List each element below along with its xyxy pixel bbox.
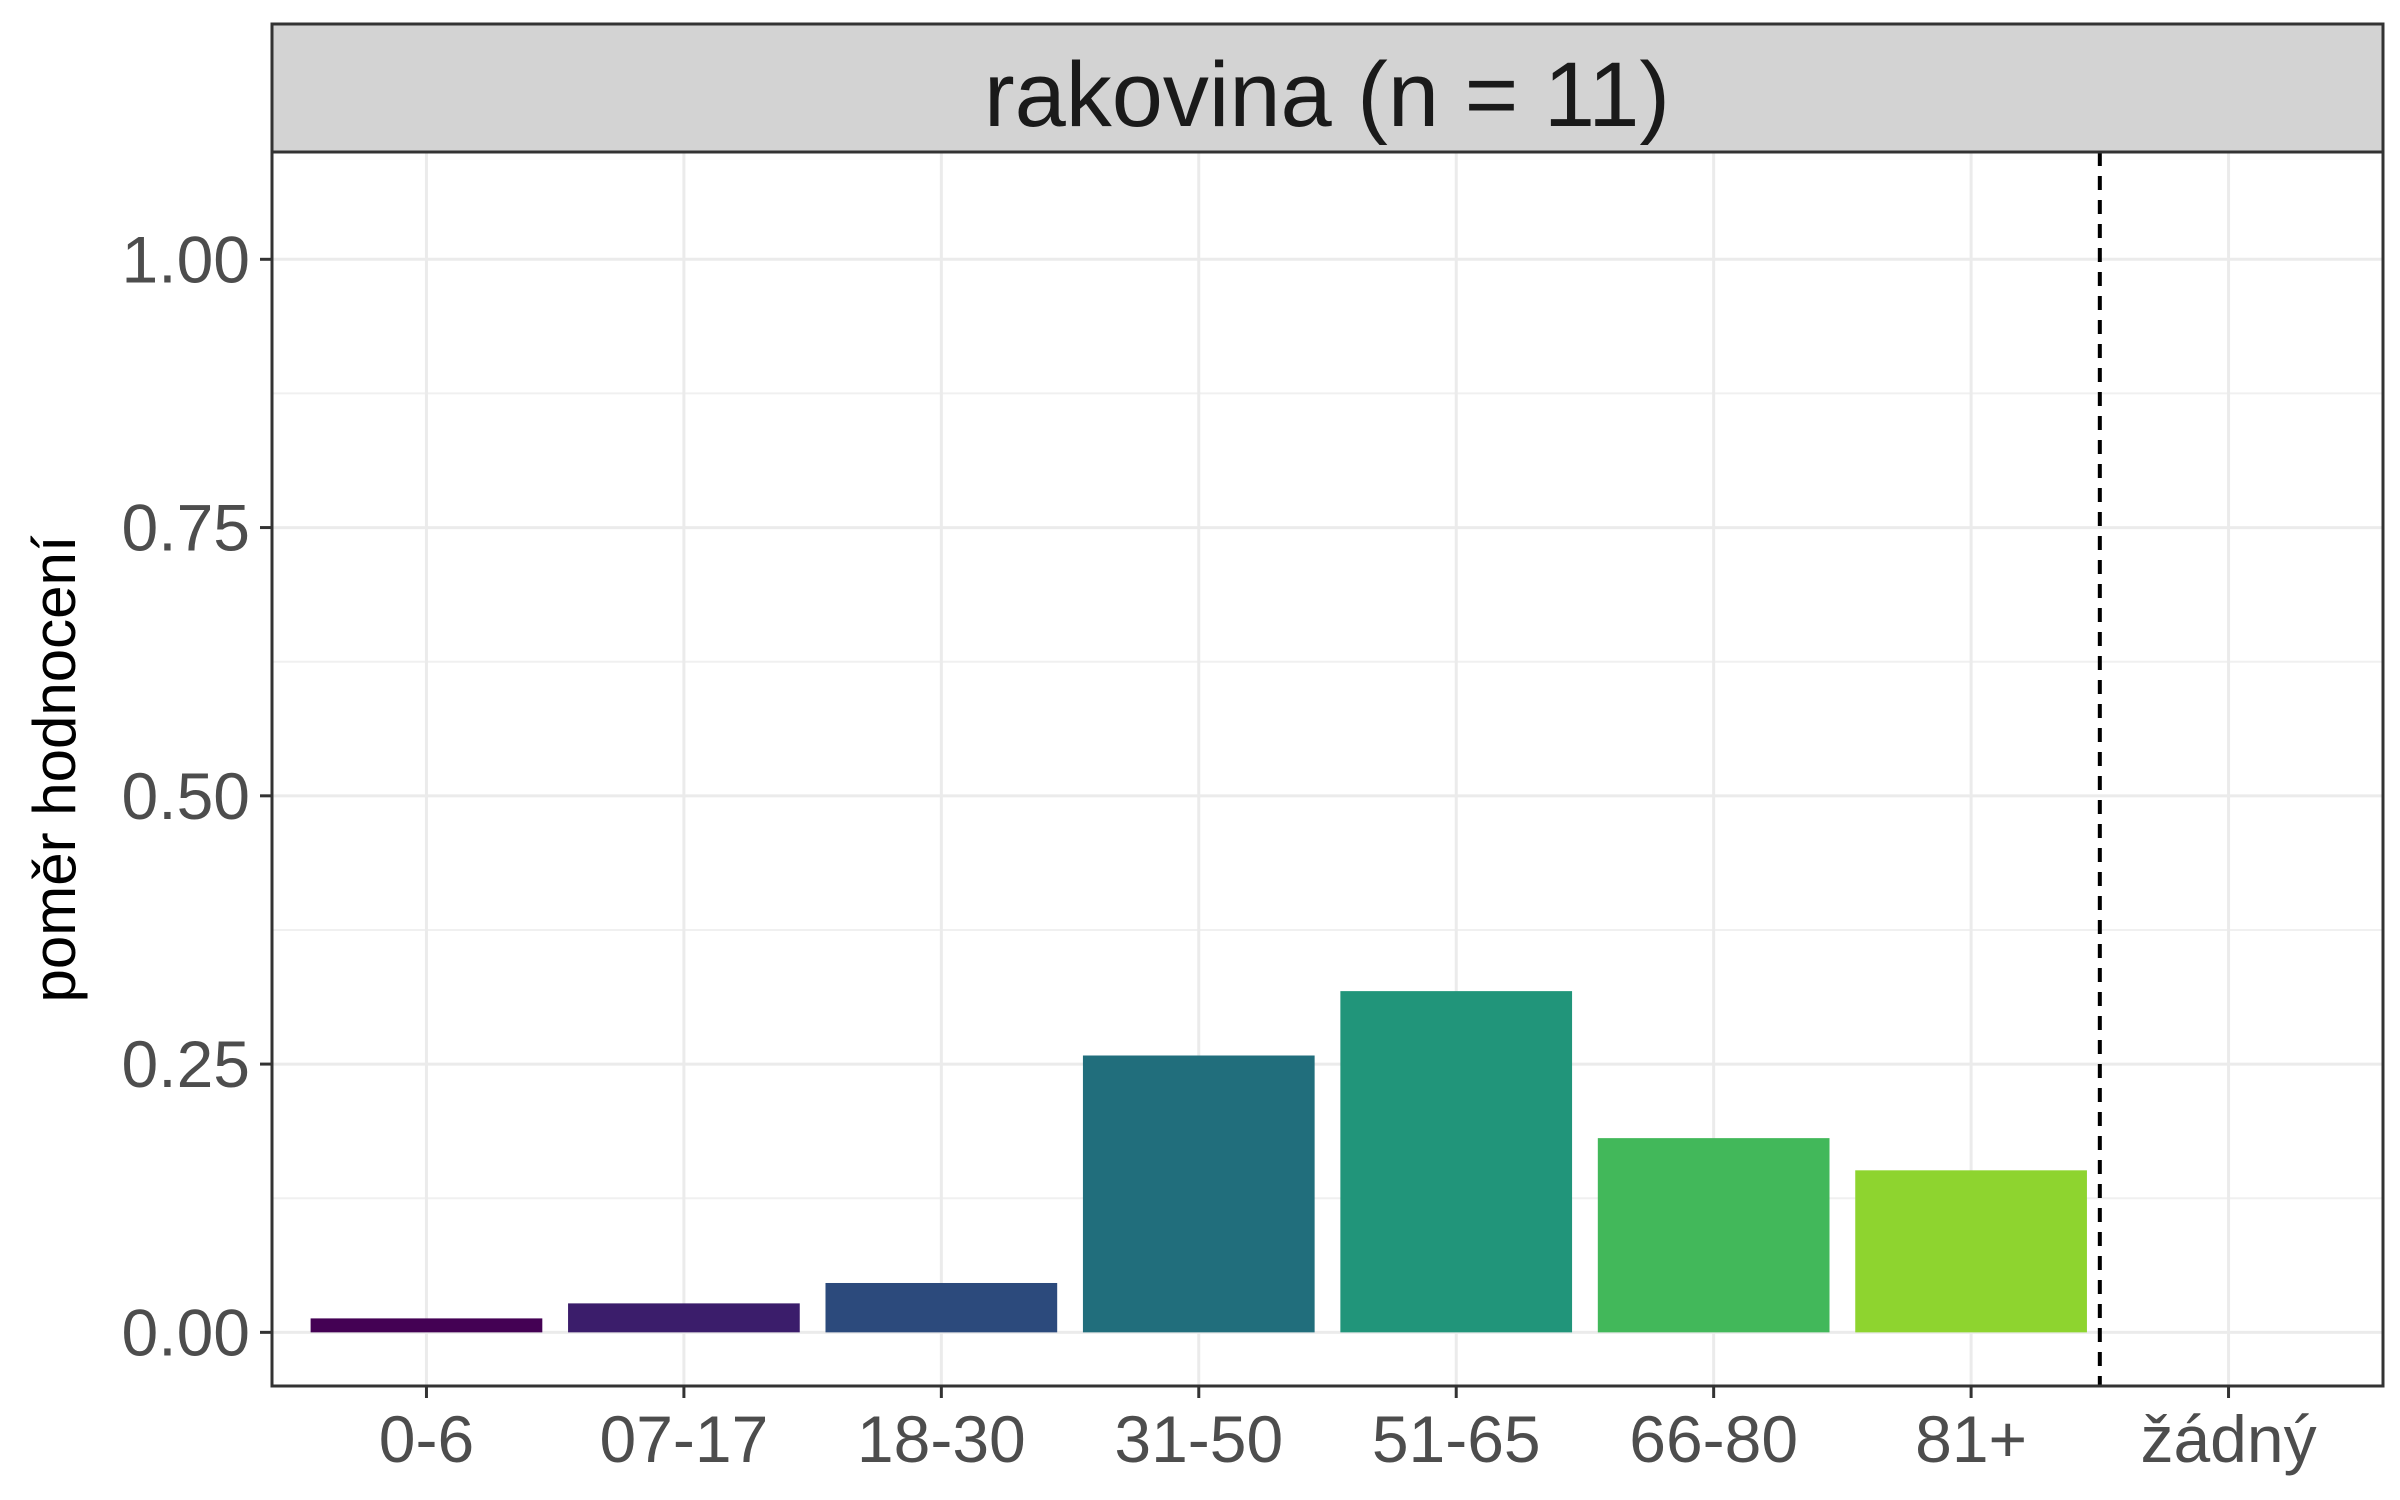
y-tick-label: 0.00 [122,1295,250,1369]
y-axis: 0.00 0.25 0.50 0.75 1.00 [122,222,272,1369]
x-tick-label: 51-65 [1372,1402,1541,1476]
bar-51-65 [1340,991,1573,1333]
bar-66-80 [1597,1138,1830,1333]
facet-title: rakovina (n = 11) [984,44,1670,146]
x-axis: 0-6 07-17 18-30 31-50 51-65 66-80 81+ žádný [379,1386,2317,1476]
bar-31-50 [1082,1055,1315,1333]
x-tick-label: 18-30 [857,1402,1026,1476]
bar-18-30 [825,1282,1058,1333]
bars [310,991,2087,1333]
x-tick-label: žádný [2140,1402,2316,1476]
x-tick-label: 07-17 [599,1402,768,1476]
facet-strip [270,22,2385,154]
x-tick-label: 0-6 [379,1402,474,1476]
x-tick-label: 31-50 [1114,1402,1283,1476]
y-tick-label: 0.50 [122,759,250,833]
y-axis-title: poměr hodnocení [21,535,88,1002]
x-tick-label: 66-80 [1629,1402,1798,1476]
x-tick-label: 81+ [1915,1402,2027,1476]
bar-07-17 [568,1303,800,1333]
y-tick-label: 0.25 [122,1027,250,1101]
bar-81+ [1855,1170,2087,1333]
y-tick-label: 0.75 [122,491,250,565]
y-tick-label: 1.00 [122,222,250,296]
bar-0-6 [310,1318,543,1333]
